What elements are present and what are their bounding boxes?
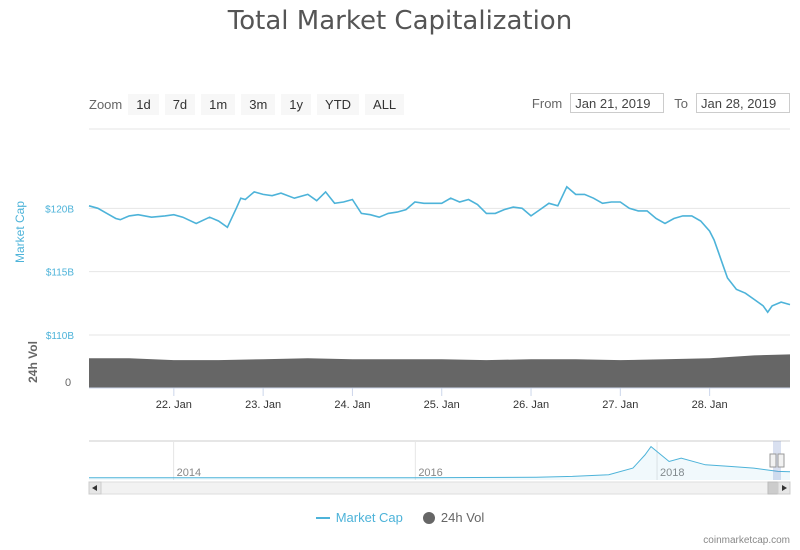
x-tick-label: 22. Jan xyxy=(156,399,192,411)
volume-area xyxy=(89,354,790,388)
gridlines xyxy=(89,128,790,336)
legend-market-cap-label: Market Cap xyxy=(335,510,403,525)
scrollbar-thumb xyxy=(767,481,779,495)
volume-zero-tick-label: 0 xyxy=(65,377,71,389)
navigator-selection xyxy=(773,441,781,480)
y-tick-label: $110B xyxy=(46,331,75,342)
navigator-handle-right xyxy=(777,453,785,468)
navigator-scrollbar-track xyxy=(88,481,791,495)
to-date-input[interactable] xyxy=(696,93,790,113)
legend: Market Cap 24h Vol xyxy=(0,510,800,525)
x-tick-label: 24. Jan xyxy=(334,399,370,411)
zoom-1d-button[interactable]: 1d xyxy=(128,93,159,115)
legend-dot-icon xyxy=(422,511,435,524)
from-label: From xyxy=(531,95,563,111)
legend-volume[interactable]: 24h Vol xyxy=(422,510,485,525)
x-tick-label: 25. Jan xyxy=(424,399,460,411)
volume-area-group xyxy=(89,354,790,388)
zoom-all-button[interactable]: ALL xyxy=(365,93,405,115)
credits: coinmarketcap.com xyxy=(703,535,790,546)
zoom-controls: Zoom 1d 7d 1m 3m 1y YTD ALL xyxy=(89,93,410,115)
zoom-3m-button[interactable]: 3m xyxy=(241,93,276,115)
y-axis-label: Market Cap xyxy=(13,201,27,263)
scroll-left-icon xyxy=(92,485,97,491)
to-label: To xyxy=(674,95,688,111)
navigator-handle-left xyxy=(769,453,777,468)
market-cap-line-group xyxy=(88,185,791,314)
navigator-year-label: 2016 xyxy=(418,467,442,479)
zoom-ytd-button[interactable]: YTD xyxy=(317,93,360,115)
chart-title: Total Market Capitalization xyxy=(227,6,573,36)
navigator-area xyxy=(89,446,790,480)
zoom-label: Zoom xyxy=(89,96,123,112)
navigator-year-label: 2014 xyxy=(177,467,201,479)
y-axis-ticks: $110B $115B $120B xyxy=(45,204,74,342)
navigator[interactable]: 2014 2016 2018 xyxy=(88,440,791,495)
scroll-right-icon xyxy=(782,485,787,491)
y-tick-label: $120B xyxy=(45,204,74,215)
x-tick-label: 26. Jan xyxy=(513,399,549,411)
legend-volume-label: 24h Vol xyxy=(440,510,485,525)
y-tick-label: $115B xyxy=(46,268,75,279)
market-cap-line xyxy=(88,185,791,314)
x-tick-label: 23. Jan xyxy=(245,399,281,411)
navigator-series-line xyxy=(89,445,791,479)
x-tick-label: 28. Jan xyxy=(692,399,728,411)
volume-axis-label: 24h Vol xyxy=(26,341,40,383)
legend-line-icon xyxy=(315,516,330,519)
x-axis-ticks: 22. Jan 23. Jan 24. Jan 25. Jan 26. Jan 27. J… xyxy=(89,387,790,411)
navigator-year-label: 2018 xyxy=(660,467,684,479)
zoom-1y-button[interactable]: 1y xyxy=(281,93,312,115)
from-date-input[interactable] xyxy=(570,93,665,113)
zoom-7d-button[interactable]: 7d xyxy=(164,93,196,115)
legend-market-cap[interactable]: Market Cap xyxy=(315,510,403,525)
x-tick-label: 27. Jan xyxy=(602,399,638,411)
date-range-controls: From To xyxy=(532,93,790,113)
zoom-1m-button[interactable]: 1m xyxy=(201,93,236,115)
